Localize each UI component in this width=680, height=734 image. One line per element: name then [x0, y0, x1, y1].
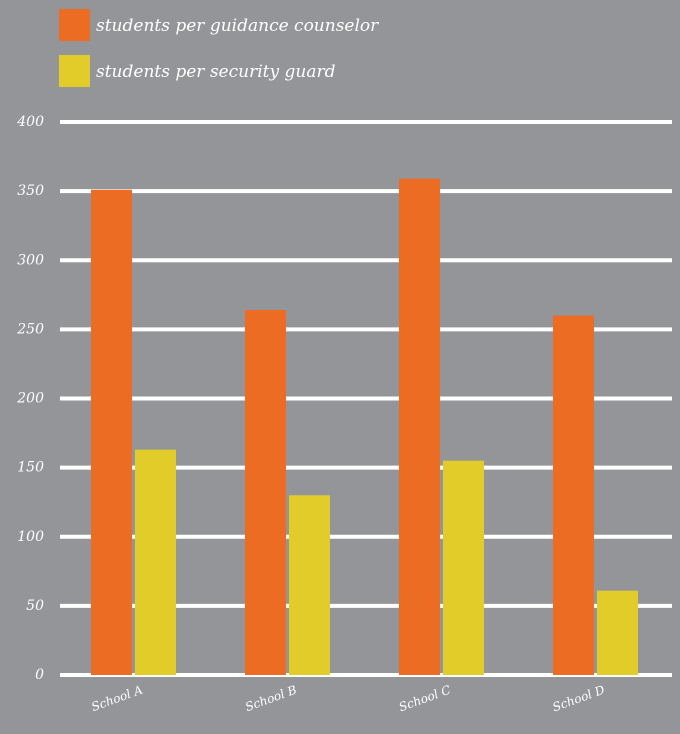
y-tick-label-200: 200: [16, 391, 44, 407]
legend-swatch-2: [59, 55, 90, 87]
y-axis-ticks: 0 50 100 150 200 250 300 350 400: [16, 114, 44, 683]
bar-counselor-3: [399, 178, 440, 675]
bar-guard-2: [289, 495, 330, 675]
y-tick-label-350: 350: [17, 183, 44, 199]
x-axis-labels: School A School B School C School D: [90, 683, 607, 715]
y-tick-label-50: 50: [26, 598, 44, 614]
bar-guard-1: [135, 449, 176, 675]
legend-label-2: students per security guard: [96, 62, 336, 82]
bar-counselor-4: [553, 315, 594, 675]
x-category-label-1: School A: [90, 683, 145, 715]
legend: students per guidance counselor students …: [59, 9, 379, 87]
x-category-label-4: School D: [551, 683, 607, 715]
bar-guard-4: [597, 590, 638, 675]
bar-counselor-2: [245, 310, 286, 675]
bar-guard-3: [443, 460, 484, 675]
y-tick-label-300: 300: [17, 252, 44, 268]
legend-label-1: students per guidance counselor: [96, 16, 379, 36]
y-tick-label-250: 250: [16, 321, 44, 337]
y-tick-label-0: 0: [35, 667, 44, 683]
x-category-label-2: School B: [243, 683, 298, 715]
legend-swatch-1: [59, 9, 90, 41]
y-tick-label-100: 100: [17, 529, 44, 545]
x-category-label-3: School C: [397, 683, 452, 715]
y-tick-label-150: 150: [17, 460, 44, 476]
y-tick-label-400: 400: [16, 114, 44, 130]
bars: [91, 178, 638, 675]
bar-counselor-1: [91, 189, 132, 675]
